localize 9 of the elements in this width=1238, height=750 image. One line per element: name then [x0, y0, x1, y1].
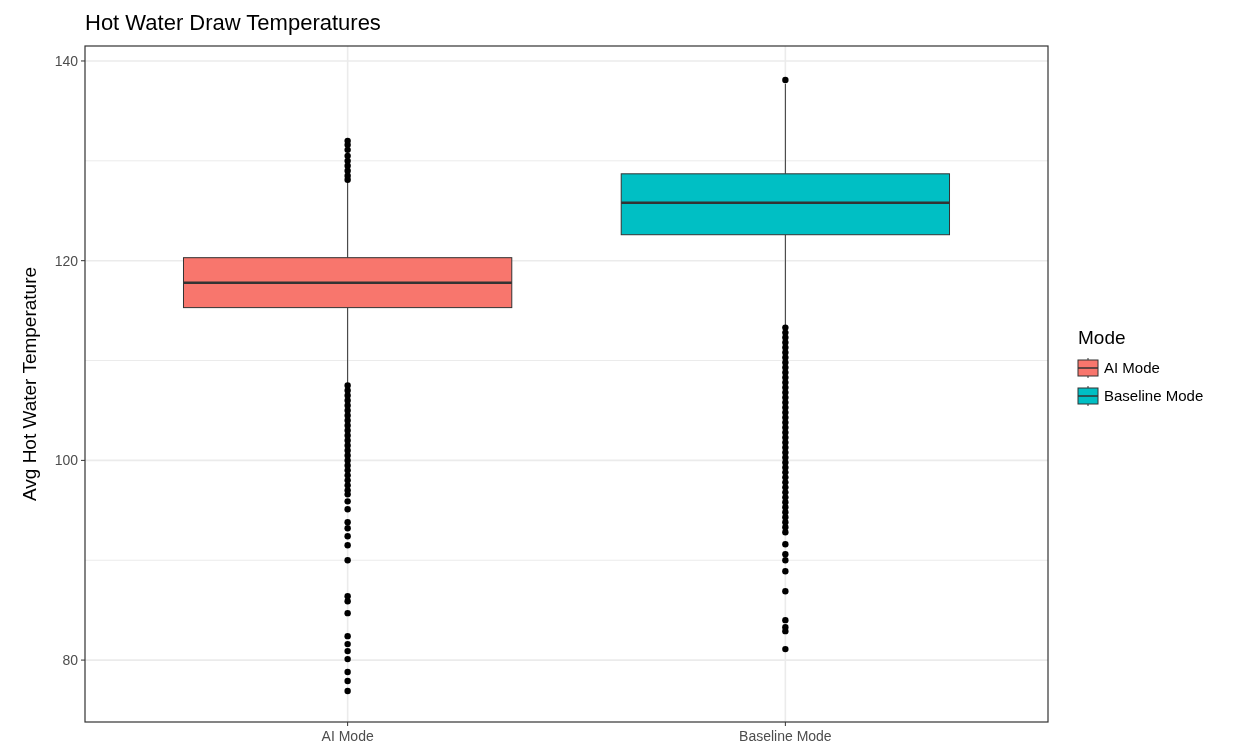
y-tick-label: 120	[54, 252, 79, 269]
legend-label: Baseline Mode	[1104, 387, 1204, 405]
legend-label: AI Mode	[1104, 359, 1160, 377]
y-tick-label: 100	[54, 452, 79, 469]
y-tick-label: 80	[62, 651, 79, 668]
y-tick-label: 140	[54, 52, 79, 69]
y-axis-title: Avg Hot Water Temperature	[19, 266, 40, 502]
chart-title: Hot Water Draw Temperatures	[85, 10, 381, 35]
legend-title: Mode	[1078, 327, 1126, 348]
